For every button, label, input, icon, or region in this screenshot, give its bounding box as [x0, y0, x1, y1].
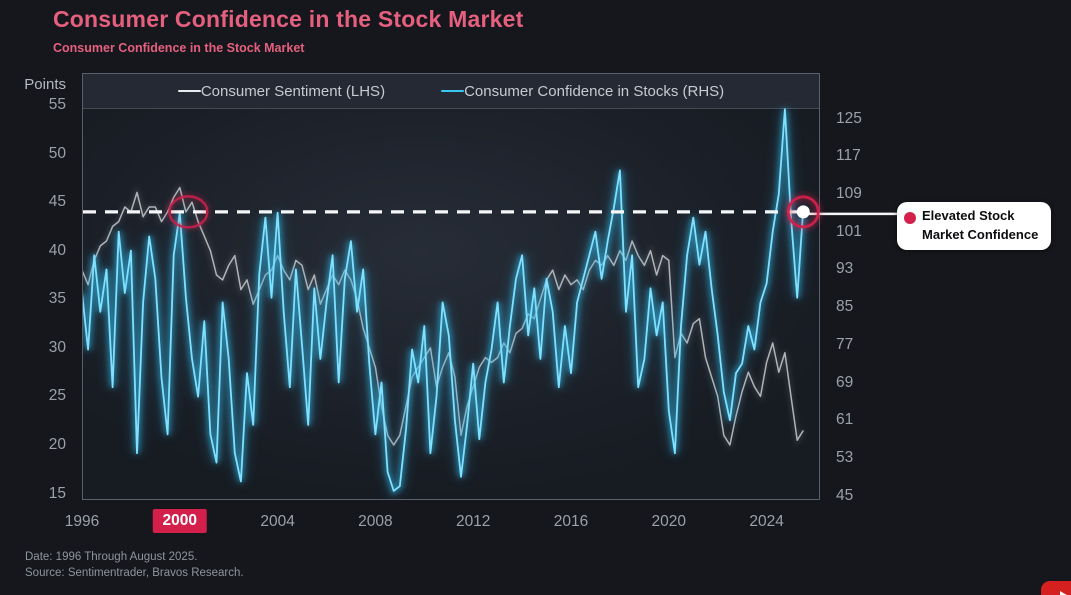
legend-label: Consumer Sentiment (LHS) [200, 82, 386, 100]
axis-tick-label: 15 [48, 484, 66, 502]
callout-line2: Market Confidence [922, 226, 1039, 242]
axis-tick-label: 50 [48, 144, 66, 162]
axis-tick-label: 1996 [64, 513, 100, 530]
legend-label: Consumer Confidence in Stocks (RHS) [464, 82, 725, 100]
plot-area: Consumer Sentiment (LHS) Consumer Confid… [82, 73, 820, 500]
axis-tick-label: 55 [48, 96, 66, 113]
callout-line1: Elevated Stock [922, 208, 1015, 223]
page-title: Consumer Confidence in the Stock Market [53, 6, 524, 32]
axis-tick-label: 45 [836, 486, 854, 504]
left-axis-title: Points [24, 76, 66, 93]
legend-item-consumer-sentiment: Consumer Sentiment (LHS) [177, 82, 386, 100]
axis-tick-label: 45 [48, 193, 66, 211]
axis-tick-label: 85 [836, 298, 854, 316]
axis-tick-label: 20 [48, 436, 66, 454]
axis-tick-label: 53 [836, 448, 854, 466]
elevated-confidence-callout: Elevated Stock Market Confidence [897, 202, 1052, 250]
axis-tick-label: 77 [836, 335, 854, 353]
axis-tick-label: 93 [836, 260, 854, 278]
axis-tick-label: 30 [48, 338, 66, 356]
axis-tick-label: 35 [48, 290, 66, 308]
axis-tick-label: 101 [836, 222, 862, 240]
sentiment-line-swatch-icon [177, 89, 201, 93]
youtube-logo-icon[interactable] [1041, 581, 1071, 595]
page-subtitle: Consumer Confidence in the Stock Market [53, 41, 305, 55]
axis-tick-label: 2024 [749, 513, 784, 530]
axis-tick-label: 125 [836, 109, 862, 127]
chart-footnotes: Date: 1996 Through August 2025. Source: … [25, 549, 244, 582]
axis-tick-label: 2012 [455, 513, 491, 530]
axis-tick-label: 69 [836, 373, 854, 391]
axis-tick-label: 40 [48, 241, 66, 259]
axis-tick-label: 2020 [651, 513, 687, 530]
axis-tick-label: 61 [836, 411, 854, 429]
axis-tick-label: 2004 [260, 513, 295, 530]
legend-item-confidence-in-stocks: Consumer Confidence in Stocks (RHS) [441, 83, 724, 100]
axis-tick-label: 2016 [553, 513, 589, 530]
callout-red-dot-icon [904, 212, 916, 224]
chart-legend: Consumer Sentiment (LHS) Consumer Confid… [83, 74, 819, 109]
confidence-line-swatch-icon [441, 89, 465, 93]
axis-tick-label: 117 [836, 147, 861, 165]
axis-tick-label: 109 [836, 185, 862, 202]
axis-tick-label: 2000 [152, 509, 208, 533]
source-note: Source: Sentimentrader, Bravos Research. [25, 567, 244, 580]
axis-tick-label: 2008 [358, 513, 393, 530]
date-note: Date: 1996 Through August 2025. [25, 551, 198, 563]
play-triangle-icon [1059, 590, 1071, 595]
axis-tick-label: 25 [48, 387, 66, 405]
